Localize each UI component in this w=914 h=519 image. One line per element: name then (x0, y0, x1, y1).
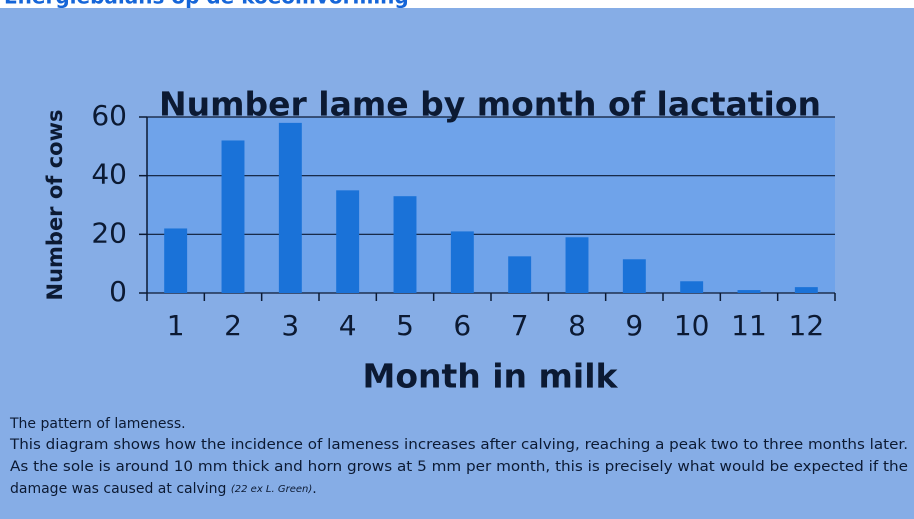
header-title: Energiebalans op de koeomvorming (4, 0, 409, 9)
bar (680, 281, 703, 293)
x-tick-label: 8 (568, 309, 586, 342)
caption-citation: (22 ex L. Green) (231, 484, 312, 495)
x-tick-label: 2 (224, 309, 242, 342)
x-tick-label: 4 (339, 309, 357, 342)
y-tick-label: 0 (109, 275, 127, 308)
y-tick-label: 20 (91, 216, 127, 249)
bar (795, 287, 818, 293)
x-tick-label: 5 (396, 309, 414, 342)
page: Energiebalans op de koeomvorming Number … (0, 0, 914, 519)
caption-line: As the sole is around 10 mm thick and ho… (10, 459, 908, 475)
caption-text: damage was caused at calving (10, 481, 231, 497)
caption-line: damage was caused at calving (22 ex L. G… (10, 481, 317, 497)
chart: Energiebalans op de koeomvorming Number … (0, 0, 914, 519)
caption-line: This diagram shows how the incidence of … (9, 437, 908, 453)
y-tick-label: 60 (91, 99, 127, 132)
x-tick-label: 10 (674, 309, 710, 342)
x-tick-label: 11 (731, 309, 767, 342)
bar (164, 228, 187, 293)
plot-area (147, 117, 835, 293)
caption-end: . (312, 481, 316, 497)
bar (451, 231, 474, 293)
x-tick-label: 9 (625, 309, 643, 342)
caption-line: The pattern of lameness. (9, 416, 186, 432)
x-axis-title: Month in milk (362, 357, 618, 396)
x-tick-label: 12 (789, 309, 825, 342)
bar (623, 259, 646, 293)
y-tick-label: 40 (91, 158, 127, 191)
bar (508, 256, 531, 293)
bar (222, 140, 245, 293)
bar (394, 196, 417, 293)
bar (566, 237, 589, 293)
bar (279, 123, 302, 293)
bar (738, 290, 761, 293)
x-tick-label: 3 (281, 309, 299, 342)
x-tick-label: 7 (511, 309, 529, 342)
y-axis-title: Number of cows (43, 110, 67, 301)
chart-title: Number lame by month of lactation (159, 85, 821, 124)
bar (336, 190, 359, 293)
x-tick-label: 1 (167, 309, 185, 342)
x-tick-label: 6 (453, 309, 471, 342)
